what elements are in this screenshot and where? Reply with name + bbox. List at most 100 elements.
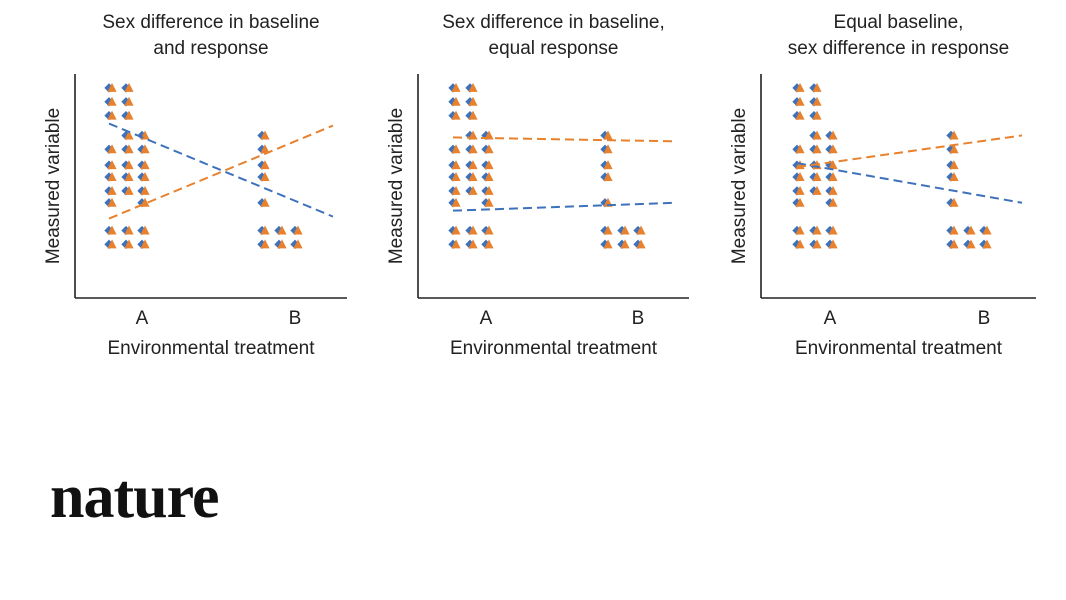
x-tick-label: B bbox=[978, 308, 991, 329]
female-data-point bbox=[140, 225, 150, 235]
female-data-point bbox=[451, 239, 461, 249]
female-data-point bbox=[949, 239, 959, 249]
female-data-point bbox=[828, 225, 838, 235]
female-data-point bbox=[620, 225, 630, 235]
female-data-point bbox=[795, 197, 805, 207]
x-tick-label: A bbox=[136, 308, 149, 329]
female-data-point bbox=[828, 130, 838, 140]
female-data-point bbox=[468, 225, 478, 235]
female-data-point bbox=[812, 172, 822, 182]
female-data-point bbox=[107, 225, 117, 235]
female-data-point bbox=[124, 185, 134, 195]
female-data-point bbox=[107, 160, 117, 170]
female-data-point bbox=[451, 172, 461, 182]
female-data-point bbox=[603, 144, 613, 154]
female-data-point bbox=[468, 185, 478, 195]
y-axis-label: Measured variable bbox=[729, 108, 750, 264]
female-data-point bbox=[795, 82, 805, 92]
female-data-point bbox=[124, 110, 134, 120]
female-data-point bbox=[603, 160, 613, 170]
female-data-point bbox=[812, 110, 822, 120]
female-data-point bbox=[451, 225, 461, 235]
chart-panel-1: Sex difference in baseline and response Me… bbox=[43, 12, 347, 359]
male-trend-line bbox=[108, 122, 334, 218]
female-data-point bbox=[949, 144, 959, 154]
female-data-point bbox=[260, 144, 270, 154]
female-data-point bbox=[828, 185, 838, 195]
female-data-point bbox=[828, 239, 838, 249]
x-tick-label: B bbox=[289, 308, 302, 329]
female-data-point bbox=[949, 225, 959, 235]
x-tick-label: B bbox=[632, 308, 645, 329]
female-data-point bbox=[828, 197, 838, 207]
female-data-point bbox=[603, 225, 613, 235]
female-data-point bbox=[603, 239, 613, 249]
female-data-point bbox=[484, 197, 494, 207]
y-axis-label: Measured variable bbox=[386, 108, 407, 264]
female-data-point bbox=[603, 130, 613, 140]
female-data-point bbox=[795, 110, 805, 120]
chart-title: equal response bbox=[489, 38, 619, 59]
female-data-point bbox=[124, 160, 134, 170]
female-data-point bbox=[260, 197, 270, 207]
female-data-point bbox=[124, 225, 134, 235]
female-data-point bbox=[451, 160, 461, 170]
female-data-point bbox=[812, 144, 822, 154]
chart-title: Sex difference in baseline bbox=[102, 12, 319, 33]
female-data-point bbox=[484, 144, 494, 154]
female-data-point bbox=[451, 185, 461, 195]
female-data-point bbox=[636, 225, 646, 235]
female-data-point bbox=[451, 96, 461, 106]
female-data-point bbox=[795, 239, 805, 249]
female-data-point bbox=[107, 172, 117, 182]
female-data-point bbox=[484, 239, 494, 249]
female-data-point bbox=[260, 225, 270, 235]
male-trend-line bbox=[796, 162, 1023, 204]
chart-title: Sex difference in baseline, bbox=[442, 12, 665, 33]
female-data-point bbox=[795, 172, 805, 182]
female-data-point bbox=[260, 239, 270, 249]
male-trend-line bbox=[452, 201, 677, 212]
x-axis-label: Environmental treatment bbox=[108, 338, 316, 359]
female-data-point bbox=[451, 144, 461, 154]
female-data-point bbox=[107, 239, 117, 249]
female-data-point bbox=[260, 172, 270, 182]
x-axis-label: Environmental treatment bbox=[450, 338, 658, 359]
female-data-point bbox=[277, 239, 287, 249]
female-data-point bbox=[795, 225, 805, 235]
female-data-point bbox=[468, 144, 478, 154]
female-trend-line bbox=[796, 134, 1023, 169]
female-data-point bbox=[966, 239, 976, 249]
female-data-point bbox=[140, 185, 150, 195]
female-data-point bbox=[468, 239, 478, 249]
female-data-point bbox=[812, 239, 822, 249]
female-data-point bbox=[124, 82, 134, 92]
female-data-point bbox=[140, 144, 150, 154]
chart-panel-3: Equal baseline, sex difference in respons… bbox=[729, 12, 1036, 359]
nature-logo: nature bbox=[50, 463, 220, 531]
female-data-point bbox=[107, 96, 117, 106]
female-data-point bbox=[124, 96, 134, 106]
female-trend-line bbox=[108, 124, 334, 220]
chart-title: Equal baseline, bbox=[834, 12, 964, 33]
female-data-point bbox=[451, 82, 461, 92]
female-data-point bbox=[140, 172, 150, 182]
chart-title: sex difference in response bbox=[788, 38, 1009, 59]
female-data-point bbox=[124, 130, 134, 140]
female-data-point bbox=[982, 239, 992, 249]
female-data-point bbox=[828, 144, 838, 154]
female-data-point bbox=[812, 96, 822, 106]
female-data-point bbox=[982, 225, 992, 235]
female-data-point bbox=[966, 225, 976, 235]
female-data-point bbox=[140, 160, 150, 170]
female-data-point bbox=[795, 185, 805, 195]
female-data-point bbox=[828, 160, 838, 170]
female-data-point bbox=[124, 239, 134, 249]
female-data-point bbox=[260, 160, 270, 170]
female-data-point bbox=[949, 130, 959, 140]
female-data-point bbox=[451, 197, 461, 207]
x-axis-label: Environmental treatment bbox=[795, 338, 1003, 359]
x-tick-label: A bbox=[824, 308, 837, 329]
female-data-point bbox=[484, 160, 494, 170]
